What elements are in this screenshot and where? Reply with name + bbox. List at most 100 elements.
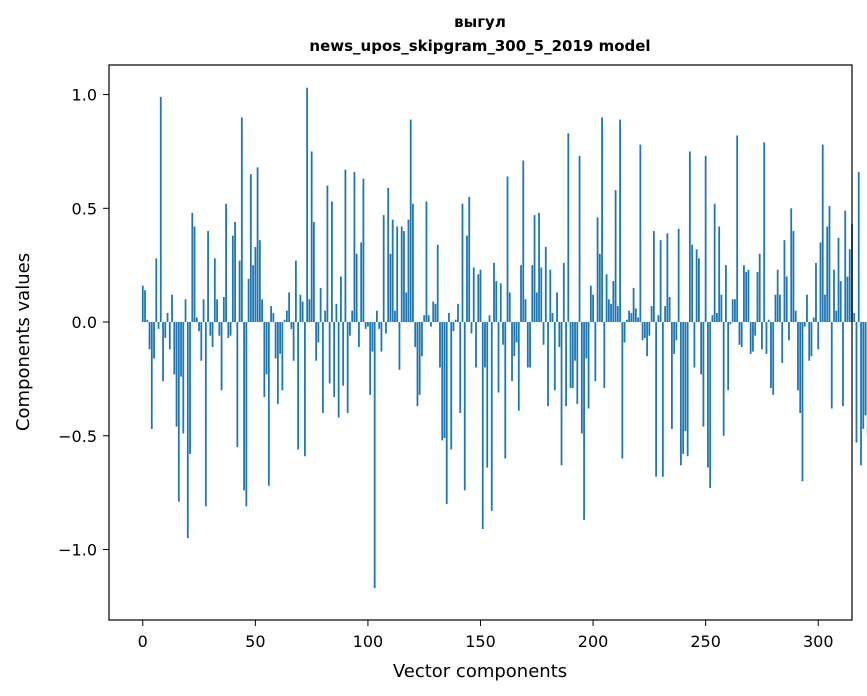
bar-116: [403, 231, 405, 323]
bar-185: [558, 322, 561, 348]
bar-304: [826, 226, 829, 323]
bar-187: [562, 262, 565, 323]
bar-114: [398, 322, 401, 370]
bar-82: [326, 185, 329, 323]
x-axis-ticks: 0 50 100 150 200 250 300: [138, 620, 834, 651]
bar-302: [821, 144, 824, 323]
x-tick-label-1: 50: [245, 632, 265, 651]
bar-192: [574, 322, 576, 361]
bar-280: [772, 322, 775, 395]
bar-289: [792, 231, 795, 323]
bar-216: [628, 310, 630, 323]
bar-132: [439, 322, 441, 368]
bar-236: [673, 322, 676, 354]
bar-93: [351, 310, 354, 323]
bar-73: [306, 87, 309, 323]
bar-153: [486, 322, 489, 468]
bar-89: [342, 322, 345, 386]
bar-86: [335, 303, 338, 323]
bar-178: [542, 322, 545, 345]
y-axis-label: Components values: [13, 253, 34, 431]
bar-12: [168, 322, 171, 350]
bar-58: [272, 312, 275, 323]
bar-8: [159, 96, 162, 323]
bar-264: [736, 135, 739, 323]
bar-182: [551, 312, 554, 323]
bar-272: [754, 322, 757, 336]
y-tick-label-1: −0.5: [58, 427, 97, 446]
bar-126: [425, 201, 428, 323]
bar-6: [155, 258, 158, 323]
x-tick-label-5: 250: [690, 632, 721, 651]
bar-162: [506, 176, 509, 323]
bar-258: [722, 322, 725, 436]
bar-252: [709, 322, 712, 489]
bar-148: [475, 322, 477, 368]
bar-55: [265, 322, 268, 375]
bar-151: [481, 322, 484, 530]
bar-211: [616, 306, 619, 323]
x-axis-label: Vector components: [393, 661, 567, 682]
bar-293: [801, 322, 804, 482]
bar-316: [853, 312, 856, 323]
bar-176: [538, 212, 540, 323]
bar-244: [691, 244, 694, 323]
bar-207: [607, 299, 610, 323]
bar-294: [803, 322, 806, 327]
bar-71: [301, 301, 304, 323]
bar-9: [162, 322, 164, 382]
bar-117: [405, 292, 408, 323]
bar-105: [378, 322, 381, 329]
bar-249: [702, 322, 705, 427]
bar-269: [747, 269, 750, 323]
bar-4: [150, 322, 153, 429]
bar-121: [414, 322, 417, 348]
bar-235: [670, 322, 673, 429]
bar-38: [227, 322, 230, 338]
bar-180: [547, 322, 549, 407]
bar-119: [409, 119, 412, 323]
bar-133: [441, 322, 444, 441]
bar-10: [164, 322, 167, 338]
bar-202: [596, 217, 599, 323]
bar-18: [182, 322, 185, 434]
bar-240: [682, 322, 685, 454]
bar-113: [396, 226, 399, 323]
bar-259: [725, 265, 727, 323]
bar-75: [310, 151, 313, 323]
bar-254: [713, 203, 716, 323]
bar-124: [421, 322, 423, 357]
bar-35: [220, 322, 223, 391]
bar-300: [817, 322, 820, 350]
x-tick-label-4: 200: [578, 632, 609, 651]
bars-group: [141, 87, 867, 589]
bar-281: [774, 294, 777, 323]
bar-233: [666, 233, 669, 323]
bar-317: [855, 322, 858, 443]
bar-274: [758, 253, 761, 323]
bar-50: [254, 246, 257, 323]
bar-308: [835, 310, 838, 323]
bar-312: [844, 210, 847, 323]
bar-200: [592, 294, 594, 323]
bar-285: [783, 240, 786, 323]
bar-130: [434, 303, 437, 323]
bar-219: [634, 308, 637, 323]
bar-256: [718, 226, 721, 323]
bar-238: [677, 228, 680, 323]
x-tick-label-2: 100: [353, 632, 384, 651]
bar-25: [198, 322, 200, 332]
bar-27: [202, 299, 205, 323]
bar-125: [423, 315, 426, 323]
bar-161: [504, 322, 507, 459]
bar-59: [274, 322, 277, 359]
bar-165: [513, 322, 516, 357]
bar-310: [839, 281, 842, 323]
bar-194: [578, 155, 581, 323]
bar-273: [756, 271, 759, 323]
bar-223: [643, 322, 646, 338]
bar-20: [186, 322, 189, 539]
bar-296: [808, 322, 811, 361]
bar-107: [382, 215, 385, 323]
bar-241: [684, 322, 687, 432]
